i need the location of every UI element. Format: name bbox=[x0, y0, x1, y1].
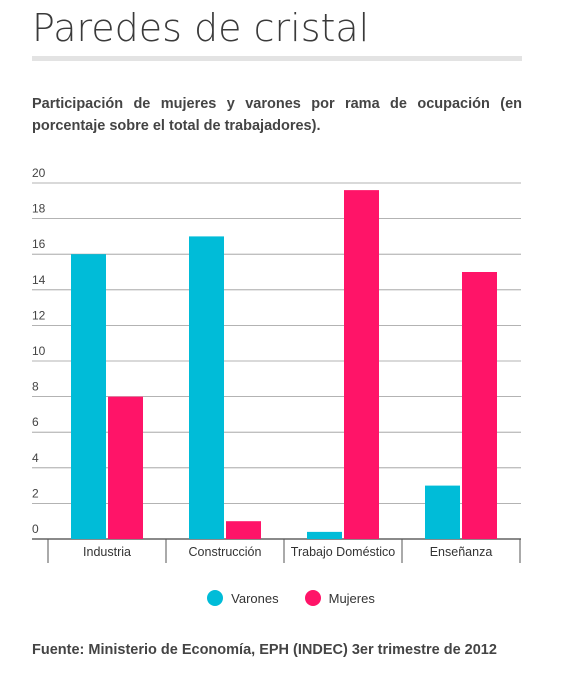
y-tick-label: 16 bbox=[32, 237, 46, 251]
legend-item-mujeres[interactable]: Mujeres bbox=[304, 590, 375, 606]
legend-item-varones[interactable]: Varones bbox=[207, 590, 279, 606]
y-tick-label: 2 bbox=[32, 486, 39, 500]
bar-varones bbox=[71, 254, 106, 539]
x-tick-label: Trabajo Doméstico bbox=[291, 545, 395, 559]
bar-varones bbox=[425, 485, 460, 539]
bar-chart: 0 2 4 6 8 10 12 14 16 18 20 Industria Construcción Tr… bbox=[32, 166, 521, 563]
y-tick-label: 0 bbox=[32, 522, 39, 536]
y-tick-label: 12 bbox=[32, 308, 46, 322]
bar-mujeres bbox=[226, 521, 261, 539]
bar-varones bbox=[189, 236, 224, 539]
bar-mujeres bbox=[462, 272, 497, 539]
y-tick-label: 10 bbox=[32, 344, 46, 358]
bar-mujeres bbox=[108, 396, 143, 539]
legend-label-mujeres: Mujeres bbox=[328, 590, 375, 606]
x-tick-label: Construcción bbox=[189, 545, 262, 559]
y-tick-label: 18 bbox=[32, 202, 46, 216]
x-tick-label: Enseñanza bbox=[430, 545, 493, 559]
chart-title: Paredes de cristal bbox=[32, 6, 370, 50]
legend-swatch-mujeres bbox=[304, 590, 321, 606]
y-tick-label: 20 bbox=[32, 166, 46, 180]
legend-label-varones: Varones bbox=[231, 590, 279, 606]
y-tick-label: 6 bbox=[32, 415, 39, 429]
x-tick-label: Industria bbox=[83, 545, 131, 559]
source-note: Fuente: Ministerio de Economía, EPH (IND… bbox=[32, 642, 497, 658]
legend-swatch-varones bbox=[207, 590, 224, 606]
legend: Varones Mujeres bbox=[0, 590, 582, 606]
y-tick-label: 14 bbox=[32, 273, 46, 287]
title-underline bbox=[32, 56, 522, 61]
y-tick-label: 8 bbox=[32, 380, 39, 394]
y-tick-label: 4 bbox=[32, 451, 39, 465]
chart-subtitle: Participación de mujeres y varones por r… bbox=[32, 96, 522, 134]
bar-mujeres bbox=[344, 190, 379, 539]
bar-varones bbox=[307, 531, 342, 539]
